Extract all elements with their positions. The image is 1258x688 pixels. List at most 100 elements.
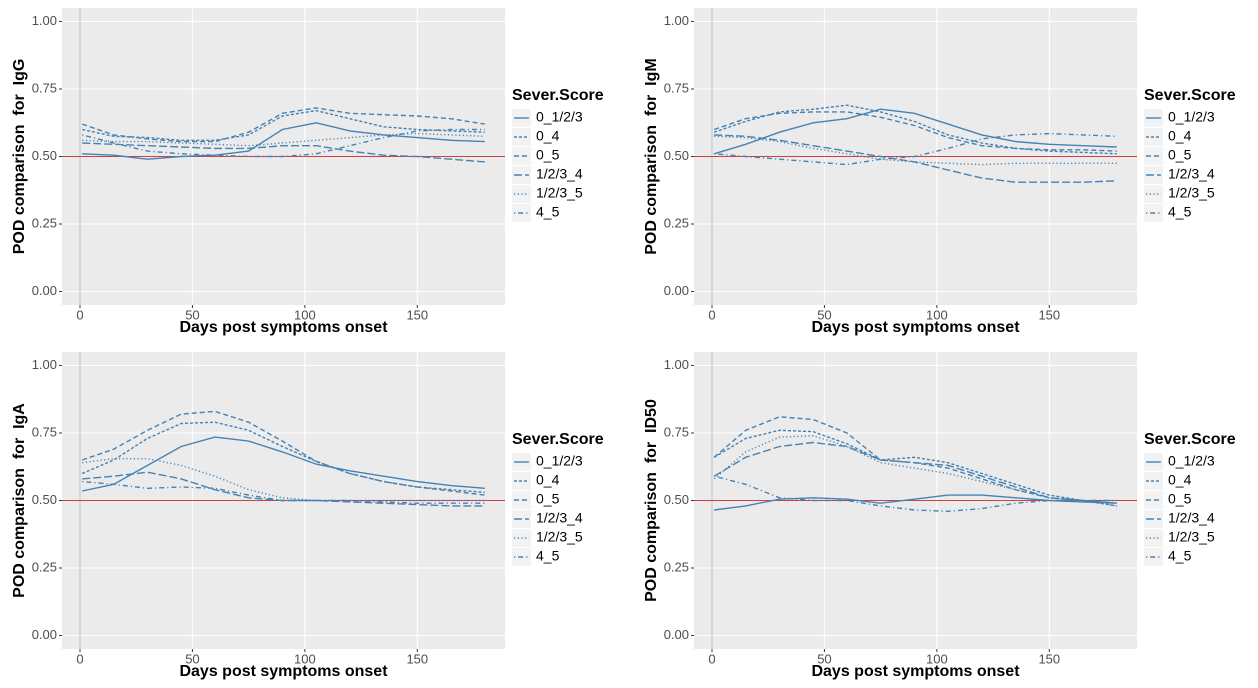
- legend-title: Sever.Score: [512, 87, 604, 104]
- legend-label: 0_5: [1168, 491, 1192, 507]
- y-tick-label: 1.00: [664, 13, 689, 28]
- series-line: [82, 458, 485, 502]
- series-line: [82, 109, 485, 141]
- legend-label: 0_1/2/3: [1168, 109, 1215, 125]
- series-line: [81, 421, 485, 494]
- legend-label: 1/2/3_5: [536, 529, 583, 545]
- legend-title: Sever.Score: [1144, 87, 1236, 104]
- legend-label: 0_4: [536, 128, 560, 144]
- y-tick-label: 0.00: [664, 283, 689, 298]
- legend-label: 0_4: [536, 472, 560, 488]
- y-tick-label: 1.00: [32, 357, 57, 372]
- series-line: [713, 429, 1117, 507]
- series-line: [82, 480, 485, 504]
- x-axis-title: Days post symptoms onset: [811, 663, 1020, 680]
- legend-label: 1/2/3_4: [1168, 510, 1215, 526]
- y-tick-label: 0.75: [664, 80, 689, 95]
- series-line: [713, 111, 1117, 152]
- legend-label: 4_5: [1168, 548, 1192, 564]
- series-line: [82, 122, 485, 160]
- series-line: [714, 494, 1117, 511]
- x-tick-label: 50: [185, 307, 199, 322]
- legend-label: 4_5: [536, 204, 560, 220]
- panel: 0.00 0.25 0.50 0.75 1.00 0 50 100 150 Days post s…: [643, 8, 1236, 336]
- y-tick-label: 1.00: [664, 357, 689, 372]
- legend-label: 4_5: [536, 548, 560, 564]
- legend-label: 0_5: [536, 491, 560, 507]
- legend-label: 0_4: [1168, 472, 1192, 488]
- series-line: [713, 108, 1117, 155]
- x-tick-label: 150: [1038, 307, 1060, 322]
- legend-label: 0_5: [536, 147, 560, 163]
- x-axis-title: Days post symptoms onset: [811, 319, 1020, 336]
- legend-key: [512, 147, 531, 165]
- y-tick-label: 0.25: [664, 215, 689, 230]
- y-tick-label: 0.75: [32, 424, 57, 439]
- x-axis-title: Days post symptoms onset: [179, 319, 388, 336]
- x-tick-label: 50: [817, 307, 831, 322]
- legend-key: [1144, 147, 1163, 165]
- series-line: [713, 104, 1117, 155]
- legend-key: [512, 491, 531, 509]
- legend-label: 0_1/2/3: [536, 109, 583, 125]
- x-tick-label: 100: [926, 651, 948, 666]
- x-tick-label: 100: [294, 651, 316, 666]
- legend-label: 1/2/3_4: [1168, 166, 1215, 182]
- series-line: [714, 135, 1117, 166]
- series-line: [714, 132, 1117, 166]
- legend-label: 0_4: [1168, 128, 1192, 144]
- series-line: [714, 475, 1117, 513]
- legend-key: [1144, 491, 1163, 509]
- series-line: [82, 142, 485, 163]
- y-tick-label: 0.50: [664, 148, 689, 163]
- legend-label: 0_5: [1168, 147, 1192, 163]
- y-tick-label: 0.50: [32, 148, 57, 163]
- x-tick-label: 150: [1038, 651, 1060, 666]
- y-tick-label: 0.25: [664, 559, 689, 574]
- x-tick-label: 50: [185, 651, 199, 666]
- x-tick-label: 50: [817, 651, 831, 666]
- x-tick-label: 150: [406, 307, 428, 322]
- y-tick-label: 0.00: [664, 627, 689, 642]
- x-tick-label: 0: [708, 307, 715, 322]
- y-tick-label: 0.25: [32, 559, 57, 574]
- legend-label: 1/2/3_5: [1168, 529, 1215, 545]
- y-tick-label: 0.00: [32, 283, 57, 298]
- y-axis-title: POD comparison for IgG: [11, 59, 28, 255]
- legend-label: 1/2/3_4: [536, 166, 583, 182]
- y-tick-label: 0.75: [664, 424, 689, 439]
- x-tick-label: 0: [76, 307, 83, 322]
- panel: 0.00 0.25 0.50 0.75 1.00 0 50 100 150 Days post s…: [11, 8, 604, 336]
- legend-label: 4_5: [1168, 204, 1192, 220]
- legend-label: 1/2/3_5: [1168, 185, 1215, 201]
- y-tick-label: 0.75: [32, 80, 57, 95]
- series-line: [714, 134, 1117, 183]
- y-axis-title: POD comparison for IgA: [11, 403, 28, 598]
- y-tick-label: 0.25: [32, 215, 57, 230]
- series-line: [713, 441, 1117, 504]
- series-line: [82, 128, 485, 158]
- series-line: [82, 436, 485, 492]
- y-axis-title: POD comparison for ID50: [643, 399, 660, 602]
- x-tick-label: 100: [294, 307, 316, 322]
- legend-label: 1/2/3_4: [536, 510, 583, 526]
- legend-label: 0_1/2/3: [1168, 453, 1215, 469]
- y-tick-label: 1.00: [32, 13, 57, 28]
- y-axis-title: POD comparison for IgM: [643, 58, 660, 254]
- legend-title: Sever.Score: [1144, 431, 1236, 448]
- series-line: [82, 132, 485, 147]
- y-tick-label: 0.50: [32, 492, 57, 507]
- legend-label: 1/2/3_5: [536, 185, 583, 201]
- legend-title: Sever.Score: [512, 431, 604, 448]
- x-tick-label: 100: [926, 307, 948, 322]
- panel: 0.00 0.25 0.50 0.75 1.00 0 50 100 150 Days post s…: [11, 352, 604, 680]
- series-line: [81, 107, 485, 143]
- series-line: [81, 410, 485, 496]
- y-tick-label: 0.50: [664, 492, 689, 507]
- panel: 0.00 0.25 0.50 0.75 1.00 0 50 100 150 Days post s…: [643, 352, 1236, 680]
- y-tick-label: 0.00: [32, 627, 57, 642]
- x-tick-label: 150: [406, 651, 428, 666]
- x-tick-label: 0: [708, 651, 715, 666]
- legend-label: 0_1/2/3: [536, 453, 583, 469]
